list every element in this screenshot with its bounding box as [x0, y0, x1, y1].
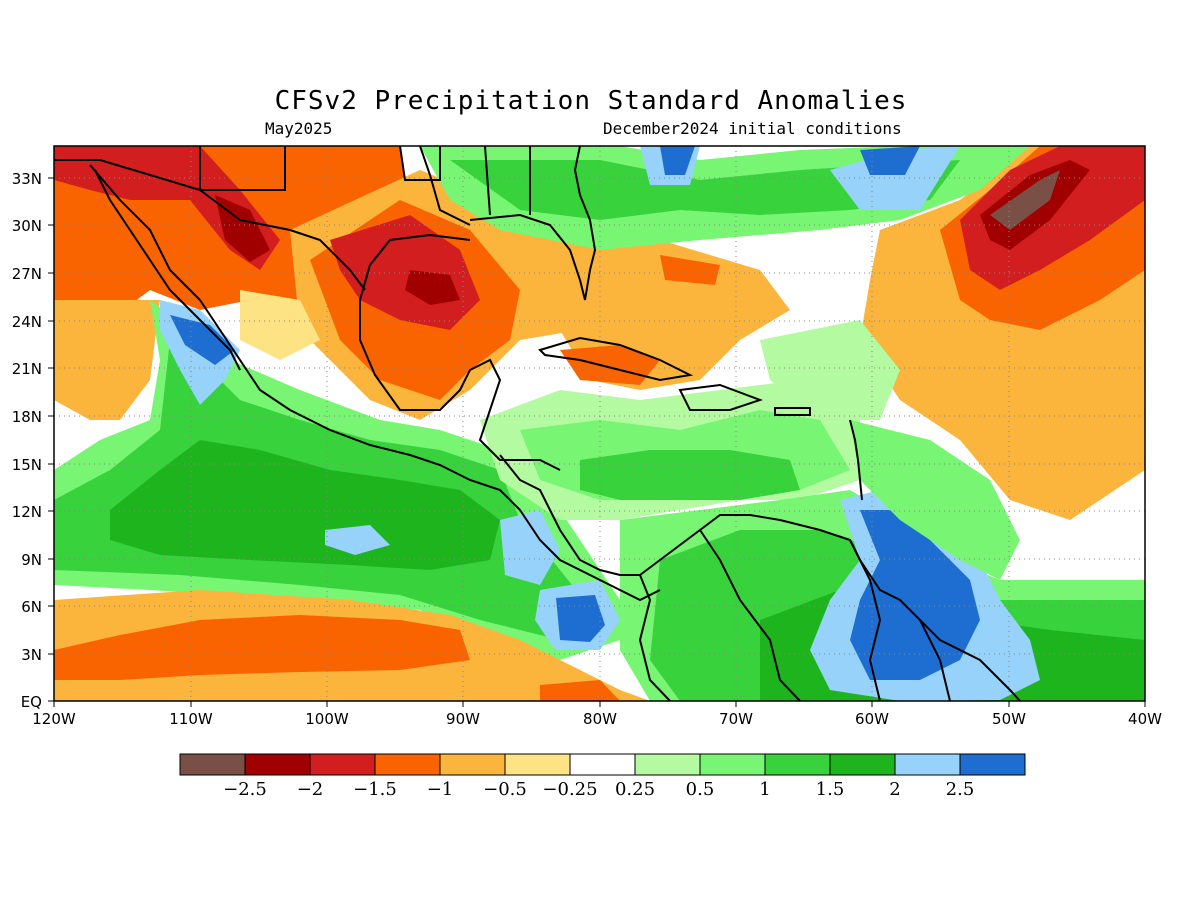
region-pacific-equatorial-dry-2	[540, 680, 620, 701]
coastline-mexico-pacific	[89, 164, 661, 602]
lon-label-100w: 100W	[305, 710, 349, 728]
initial-conditions: December2024 initial conditions	[603, 119, 902, 138]
colorbar-label: −1.5	[353, 779, 397, 800]
region-pacific-very-wet-1	[325, 525, 390, 555]
lat-label-3n: 3N	[21, 646, 42, 664]
lon-label-40w: 40W	[1128, 710, 1162, 728]
border-us-states	[199, 146, 531, 216]
colorbar-label: −1	[427, 779, 454, 800]
colorbar-label: −0.5	[483, 779, 527, 800]
region-pacific-very-wet-2	[500, 510, 560, 585]
lon-label-50w: 50W	[992, 710, 1026, 728]
colorbar-label: 0.5	[686, 779, 715, 800]
lat-label-9n: 9N	[21, 551, 42, 569]
lat-label-21n: 21N	[12, 360, 42, 378]
region-atlantic-very-dry	[960, 146, 1145, 290]
region-atlantic-extreme	[990, 170, 1060, 230]
region-central-atlantic-wet	[850, 420, 1020, 580]
colorbar-swatch	[569, 753, 636, 776]
region-atlantic-blue-2b	[860, 146, 920, 175]
colorbar-swatch	[374, 753, 441, 776]
region-caribbean-north-dry	[560, 345, 660, 385]
region-east-atlantic-wet-2	[450, 160, 960, 220]
colorbar-swatch	[504, 753, 571, 776]
border-us-mexico	[54, 159, 366, 291]
lat-label-12n: 12N	[12, 503, 42, 521]
colorbar-label: −2	[297, 779, 324, 800]
forecast-month: May2025	[265, 119, 333, 138]
region-bahamas-moderate-dry	[660, 255, 720, 285]
colorbar-label: 0.25	[615, 779, 655, 800]
colorbar-swatch	[699, 753, 766, 776]
colorbar-swatch	[309, 753, 376, 776]
longitude-labels: 120W 110W 100W 90W 80W 70W 60W 50W 40W	[32, 710, 1162, 728]
lat-label-27n: 27N	[12, 265, 42, 283]
coastlines	[54, 146, 1021, 701]
region-gulf-core	[405, 270, 460, 305]
colorbar-label: 1	[759, 779, 770, 800]
coastline-us-south	[419, 146, 471, 226]
coastline-baja	[94, 169, 241, 371]
coastline-hispaniola	[678, 383, 763, 411]
colorbar-label: 2.5	[946, 779, 975, 800]
region-caribbean-moderate-wet	[580, 450, 800, 500]
colorbar-label: −2.5	[223, 779, 267, 800]
latitude-labels: EQ 3N 6N 9N 12N 15N 18N 21N 24N 27N 30N …	[12, 170, 42, 711]
lat-label-33n: 33N	[12, 170, 42, 188]
anomaly-field	[54, 146, 1145, 701]
coastline-puerto-rico	[774, 407, 811, 416]
colorbar-swatch	[439, 753, 506, 776]
coastline-gulf	[359, 233, 561, 471]
colorbar: −2.5 −2 −1.5 −1 −0.5 −0.25 0.25 0.5 1 1.5 2 2.5	[179, 753, 1026, 800]
colorbar-label: 2	[889, 779, 900, 800]
lat-label-18n: 18N	[12, 408, 42, 426]
lon-label-70w: 70W	[719, 710, 753, 728]
colorbar-label: −0.25	[542, 779, 597, 800]
region-sw-light-dry	[54, 300, 160, 420]
region-pacific-equatorial-dry	[54, 615, 470, 680]
lat-label-6n: 6N	[21, 598, 42, 616]
colorbar-swatch	[959, 753, 1026, 776]
colorbar-swatch	[894, 753, 961, 776]
colorbar-swatch	[764, 753, 831, 776]
lon-label-120w: 120W	[32, 710, 76, 728]
map-grid	[54, 146, 1145, 701]
region-panama-very-wet	[556, 595, 605, 642]
region-mexico-interior-light	[240, 290, 320, 360]
lon-label-110w: 110W	[169, 710, 213, 728]
colorbar-swatch	[829, 753, 896, 776]
coastline-central-america	[499, 454, 640, 576]
map-title: CFSv2 Precipitation Standard Anomalies	[274, 86, 908, 116]
colorbar-label: 1.5	[816, 779, 845, 800]
lon-label-90w: 90W	[446, 710, 480, 728]
lat-label-24n: 24N	[12, 313, 42, 331]
colorbar-swatch	[634, 753, 701, 776]
coastline-florida	[469, 146, 597, 301]
lat-label-eq: EQ	[21, 693, 42, 711]
lon-label-60w: 60W	[855, 710, 889, 728]
region-pacific-strong-wet	[110, 440, 500, 570]
lesser-antilles	[849, 419, 863, 501]
colorbar-swatch	[179, 753, 246, 776]
lat-label-15n: 15N	[12, 456, 42, 474]
colorbar-swatch	[244, 753, 311, 776]
region-central-atlantic-light-wet	[760, 320, 900, 420]
border-south-america-interior	[638, 529, 951, 701]
lat-label-30n: 30N	[12, 217, 42, 235]
lon-label-80w: 80W	[583, 710, 617, 728]
coastline-cuba	[538, 336, 694, 382]
region-nw-very-dry	[54, 146, 280, 270]
region-guiana-very-wet	[850, 510, 980, 680]
region-atlantic-blue-1b	[660, 146, 695, 175]
tick-marks	[48, 177, 1146, 707]
region-gulf-of-california-very-wet	[170, 315, 235, 365]
